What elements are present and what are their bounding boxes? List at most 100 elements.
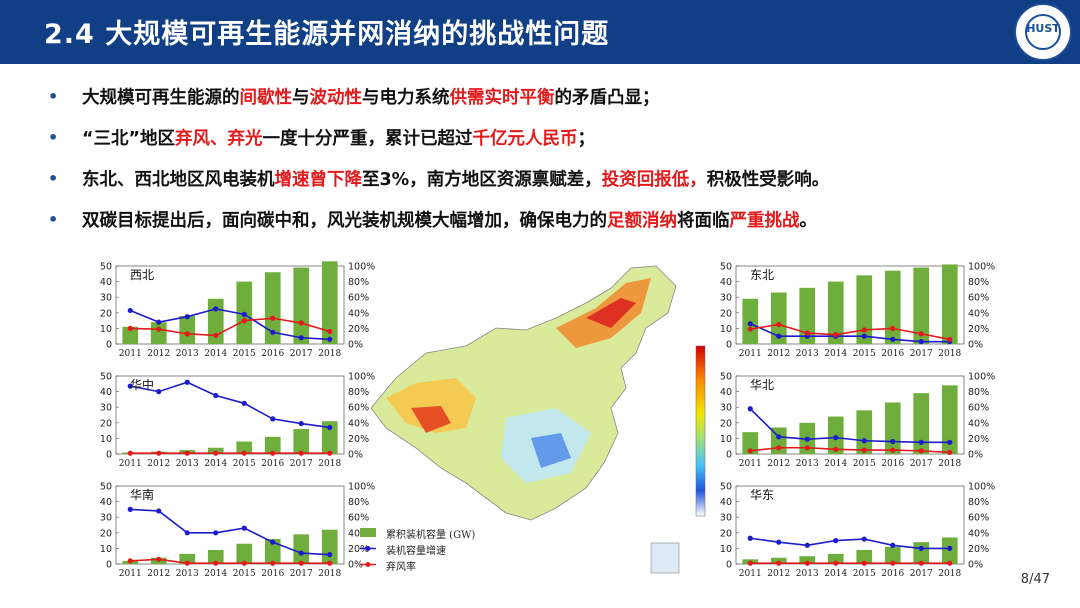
curtailment-point — [776, 321, 782, 328]
growth-line — [129, 308, 330, 341]
capacity-bar — [884, 402, 901, 454]
curtailment-point — [918, 331, 924, 337]
highlight-text: 足额消纳 — [607, 211, 677, 231]
y2-tick-label: 40% — [968, 418, 989, 429]
capacity-bar — [770, 292, 787, 344]
growth-point — [947, 439, 953, 445]
slide-header: 2.4 大规模可再生能源并网消纳的挑战性问题 HUST — [0, 0, 1080, 64]
growth-point — [213, 392, 219, 399]
curtailment-point — [127, 558, 133, 564]
capacity-bar — [742, 432, 759, 454]
bullet-text-segment: 的矛盾凸显； — [554, 88, 660, 108]
growth-point — [241, 525, 247, 531]
x-tick-label: 2018 — [938, 569, 961, 579]
growth-point — [776, 333, 782, 339]
x-tick-label: 2017 — [290, 349, 313, 359]
x-tick-label: 2017 — [910, 349, 933, 359]
growth-point — [861, 536, 867, 542]
x-tick-label: 2013 — [176, 349, 199, 359]
y2-tick-label: 0% — [968, 340, 983, 351]
region-label: 华南 — [130, 487, 154, 502]
y2-tick-label: 60% — [348, 403, 369, 414]
x-tick-label: 2013 — [176, 569, 199, 579]
curtailment-point — [747, 326, 753, 332]
x-tick-label: 2011 — [119, 349, 142, 359]
plot-frame — [735, 265, 965, 345]
curtailment-point — [184, 331, 190, 337]
curtailment-point — [833, 446, 839, 452]
y2-tick-label: 100% — [968, 482, 995, 493]
x-tick-label: 2018 — [938, 459, 961, 469]
y-tick-label: 40 — [100, 497, 112, 508]
growth-point — [833, 538, 839, 544]
x-tick-label: 2013 — [796, 459, 819, 469]
capacity-bar — [122, 326, 139, 344]
y2-tick-label: 80% — [968, 497, 989, 508]
region-chart-northwest: 0 10 20 30 40 50 0% 20% 40% 60% 80% 100% 2011 2012 201… — [90, 258, 380, 362]
capacity-bar — [827, 281, 844, 344]
y2-tick-label: 20% — [348, 544, 369, 555]
growth-point — [241, 400, 247, 406]
x-tick-label: 2013 — [796, 349, 819, 359]
curtailment-line — [130, 558, 330, 565]
x-tick-label: 2014 — [824, 349, 847, 359]
capacity-bar — [207, 549, 224, 564]
south-sea-inset — [650, 542, 680, 574]
curtailment-point — [947, 336, 953, 342]
x-tick-label: 2017 — [290, 569, 313, 579]
x-tick-label: 2018 — [318, 349, 341, 359]
y2-tick-label: 80% — [968, 277, 989, 288]
curtailment-point — [127, 450, 133, 456]
x-tick-label: 2014 — [204, 349, 227, 359]
y2-tick-label: 80% — [348, 277, 369, 288]
curtailment-point — [270, 315, 276, 321]
curtailment-point — [156, 326, 162, 332]
growth-point — [327, 336, 333, 342]
capacity-bar — [321, 529, 338, 564]
curtailment-point — [918, 560, 924, 566]
y-tick-label: 30 — [100, 513, 112, 524]
y-tick-label: 40 — [720, 277, 732, 288]
curtailment-point — [241, 318, 247, 324]
x-tick-label: 2018 — [318, 569, 341, 579]
growth-point — [184, 530, 190, 536]
x-tick-label: 2015 — [853, 569, 876, 579]
y2-tick-label: 100% — [348, 482, 375, 493]
bullet-dot-icon: • — [48, 128, 59, 147]
capacity-bar — [293, 534, 310, 564]
curtailment-point — [327, 560, 333, 566]
y-tick-label: 50 — [100, 372, 112, 383]
legend-line-swatch — [360, 546, 376, 551]
chart-svg: 0 10 20 30 40 50 0% 20% 40% 60% 80% 100% 2011 2012 201… — [100, 261, 375, 359]
y-tick-label: 40 — [100, 277, 112, 288]
region-label: 西北 — [130, 268, 154, 282]
y-tick-label: 50 — [100, 482, 112, 493]
x-tick-label: 2011 — [739, 459, 762, 469]
curtailment-point — [298, 560, 304, 566]
growth-point — [327, 552, 333, 558]
x-tick-label: 2012 — [767, 569, 790, 579]
chart-svg: 0 10 20 30 40 50 0% 20% 40% 60% 80% 100% 2011 2012 201… — [100, 482, 375, 580]
capacity-bar — [799, 556, 816, 564]
growth-point — [127, 307, 133, 314]
x-tick-label: 2015 — [233, 459, 256, 469]
highlight-text: 间歇性 — [239, 88, 293, 108]
x-tick-label: 2012 — [767, 349, 790, 359]
plot-frame — [735, 375, 965, 455]
y-tick-label: 10 — [720, 324, 732, 335]
region-label: 华中 — [130, 377, 154, 392]
bullet-text: 大规模可再生能源的间歇性与波动性与电力系统供需实时平衡的矛盾凸显； — [82, 84, 660, 109]
y2-tick-label: 20% — [968, 434, 989, 445]
growth-point — [298, 420, 304, 427]
bullet-text-segment: ； — [577, 129, 596, 149]
y-tick-label: 20 — [720, 418, 732, 429]
y2-tick-label: 20% — [968, 544, 989, 555]
curtailment-point — [833, 332, 839, 338]
curtailment-point — [861, 447, 867, 453]
growth-point — [184, 379, 190, 385]
bullet-text-segment: 大规模可再生能源的 — [82, 88, 240, 108]
capacity-bar — [913, 267, 930, 344]
bullet-text: “三北”地区弃风、弃光一度十分严重，累计已超过千亿元人民币； — [82, 125, 595, 150]
x-tick-label: 2013 — [176, 459, 199, 469]
growth-point — [890, 438, 896, 445]
